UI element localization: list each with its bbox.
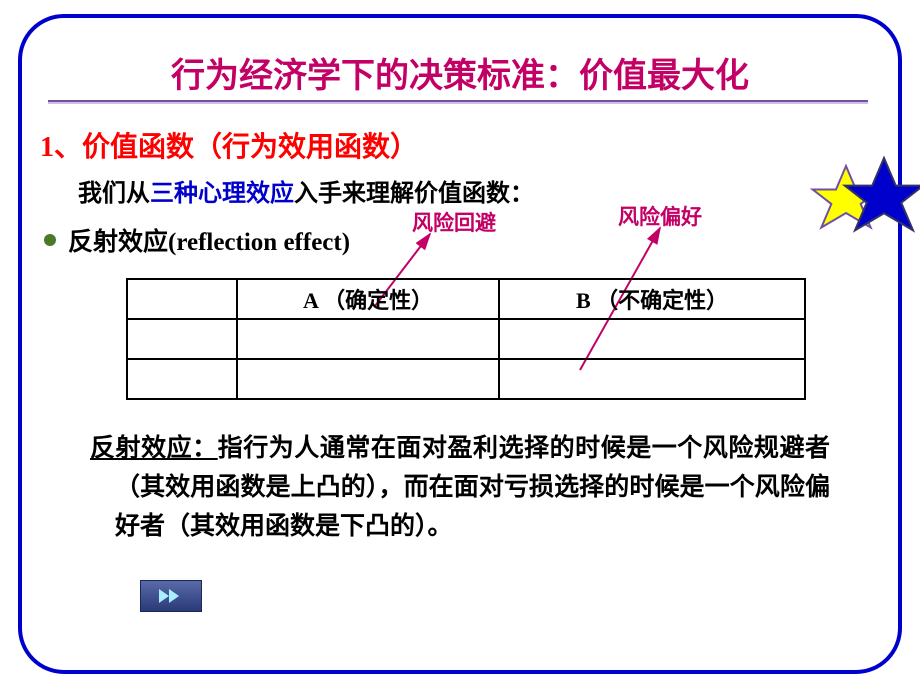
intro-highlight: 三种心理效应: [150, 181, 294, 207]
title-rule: [48, 100, 868, 104]
table-header-a: A （确定性）: [237, 279, 499, 319]
annotation-risk-averse: 风险回避: [412, 207, 496, 237]
table-cell: [237, 319, 499, 359]
intro-post: 入手来理解价值函数：: [294, 181, 534, 207]
table-row: A （确定性） B （不确定性）: [127, 279, 805, 319]
table-row: [127, 319, 805, 359]
definition-lead: 反射效应：: [90, 435, 218, 462]
table-cell: [127, 279, 237, 319]
intro-pre: 我们从: [78, 181, 150, 207]
options-table: A （确定性） B （不确定性）: [126, 278, 806, 400]
bullet-label: 反射效应(reflection effect): [68, 222, 350, 258]
table-row: [127, 359, 805, 399]
annotation-risk-seeking: 风险偏好: [618, 201, 702, 231]
bullet-dot-icon: [44, 234, 56, 246]
table-cell: [127, 319, 237, 359]
table-cell: [237, 359, 499, 399]
section-heading: 1、价值函数（行为效用函数）: [40, 125, 418, 165]
table-header-b: B （不确定性）: [499, 279, 805, 319]
table-cell: [127, 359, 237, 399]
intro-text: 我们从三种心理效应入手来理解价值函数：: [78, 173, 534, 208]
table-cell: [499, 359, 805, 399]
star-decoration: [806, 150, 920, 250]
definition-text: 反射效应：指行为人通常在面对盈利选择的时候是一个风险规避者（其效用函数是上凸的）…: [90, 430, 830, 546]
next-button[interactable]: [140, 580, 202, 612]
definition-body: 指行为人通常在面对盈利选择的时候是一个风险规避者（其效用函数是上凸的），而在面对…: [115, 435, 830, 540]
slide-title: 行为经济学下的决策标准：价值最大化: [0, 48, 920, 97]
bullet-item: 反射效应(reflection effect): [44, 222, 350, 258]
play-forward-icon: [157, 587, 185, 605]
table-cell: [499, 319, 805, 359]
